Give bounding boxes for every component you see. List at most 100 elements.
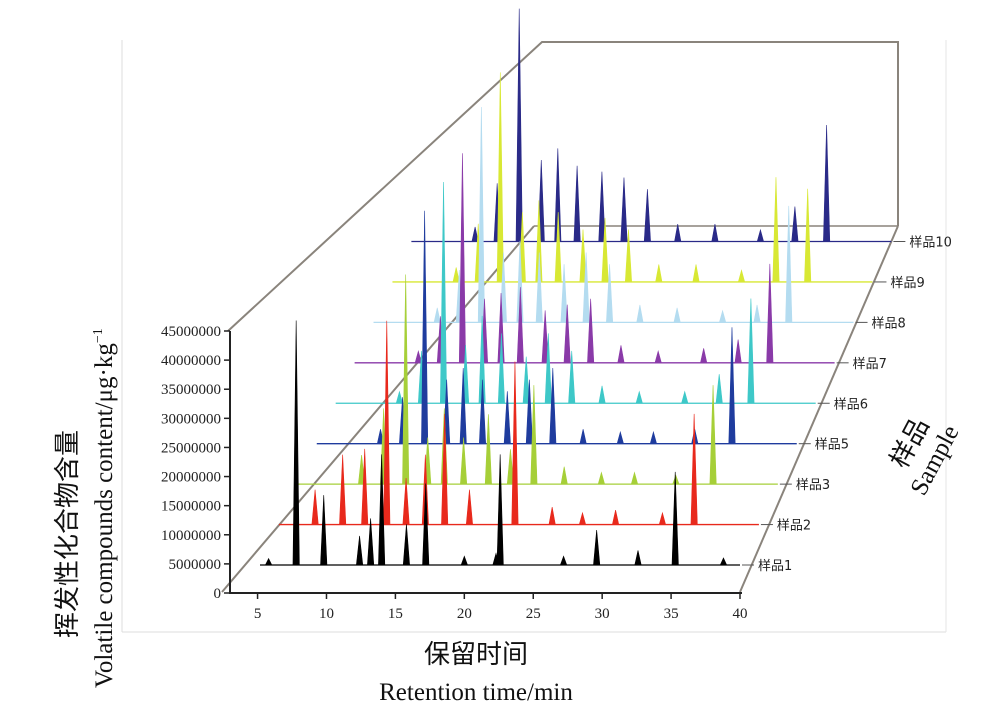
peak (593, 530, 601, 566)
peak (503, 391, 511, 444)
series-9 (411, 8, 892, 243)
peak (422, 483, 430, 566)
x-tick-labels: 5 10 15 20 25 30 35 40 (254, 606, 748, 622)
x-tick-label: 30 (595, 606, 610, 622)
peak (719, 557, 728, 566)
series-1 (260, 320, 740, 566)
peak (692, 264, 700, 283)
peak (753, 304, 761, 323)
x-tick-label: 15 (388, 606, 403, 622)
peak (635, 390, 643, 404)
sample-label: 样品8 (872, 316, 906, 331)
peak (700, 348, 708, 364)
peak (554, 212, 562, 283)
sample-label: 样品2 (777, 519, 811, 534)
peak (587, 298, 595, 364)
peak (579, 429, 587, 444)
y-axis-title-en: Volatile compounds content/μg·kg−1 (91, 328, 118, 688)
peak (478, 379, 487, 444)
peak (559, 555, 568, 566)
peak (711, 223, 719, 242)
peak (715, 374, 723, 404)
sample-label: 样品1 (758, 559, 792, 574)
peak (598, 385, 606, 404)
x-tick-label: 25 (526, 606, 541, 622)
peak (506, 449, 514, 485)
peak (264, 557, 273, 566)
y-tick-label: 15000000 (161, 499, 221, 515)
peak (367, 518, 375, 566)
y-tick-label: 25000000 (161, 440, 221, 456)
series-6 (354, 153, 835, 364)
peak (674, 223, 682, 242)
peak (402, 524, 410, 566)
peak (496, 454, 504, 566)
peak (535, 252, 543, 323)
peak (452, 267, 460, 283)
peak (460, 555, 468, 566)
peak (690, 413, 698, 525)
series-2 (278, 320, 759, 526)
peak (563, 304, 571, 364)
peak (772, 177, 780, 283)
y-tick-label: 5000000 (169, 557, 222, 573)
peak (643, 189, 651, 242)
peak (620, 177, 628, 242)
peak (525, 379, 533, 444)
peak (785, 205, 793, 323)
peak (654, 350, 662, 364)
box-back-edges (227, 41, 899, 332)
peak (681, 390, 689, 404)
peak (791, 206, 799, 242)
peak (658, 511, 667, 525)
peak (530, 385, 538, 485)
x-tick-label: 40 (733, 606, 748, 622)
peak (541, 310, 549, 364)
peak (568, 350, 576, 404)
svg-text:Volatile compounds content/μg·: Volatile compounds content/μg·kg−1 (91, 328, 118, 688)
peak (458, 153, 466, 364)
x-tick-label: 35 (664, 606, 679, 622)
peak (560, 466, 568, 485)
peak (673, 307, 681, 323)
peak (655, 264, 663, 283)
peak (516, 287, 524, 364)
sample-label: 样品7 (853, 357, 887, 372)
y-tick-label: 10000000 (161, 528, 221, 544)
peak (709, 385, 717, 485)
x-tick-label: 10 (319, 606, 334, 622)
peak (471, 226, 479, 242)
series-8 (392, 72, 873, 283)
peak (440, 182, 448, 404)
peak (649, 430, 658, 444)
peak (579, 229, 587, 283)
peak (511, 361, 519, 525)
peak (578, 511, 587, 525)
peak (414, 350, 422, 364)
box-floor-left-edge (221, 225, 535, 593)
peak (378, 454, 386, 566)
y-tick-label: 40000000 (161, 353, 221, 369)
peak (383, 320, 391, 525)
peak (617, 345, 625, 364)
peak (582, 252, 590, 323)
peak (311, 489, 319, 525)
peak (560, 264, 568, 323)
peak (611, 509, 620, 525)
sample-label: 样品10 (909, 236, 952, 251)
peak (292, 320, 300, 566)
y-axis-title: 挥发性化合物含量 (53, 430, 83, 638)
y-tick-label: 30000000 (161, 411, 221, 427)
peak (320, 495, 328, 566)
peak (804, 188, 812, 283)
peak (718, 309, 727, 323)
series-layer (260, 8, 892, 566)
y-axis-title-zh: 挥发性化合物含量 (53, 430, 83, 638)
peak (339, 454, 347, 525)
peak (395, 390, 404, 404)
peak (573, 165, 581, 242)
peak (549, 367, 557, 444)
peak (361, 448, 369, 525)
x-tick-label: 5 (254, 606, 262, 622)
peak (624, 229, 633, 283)
